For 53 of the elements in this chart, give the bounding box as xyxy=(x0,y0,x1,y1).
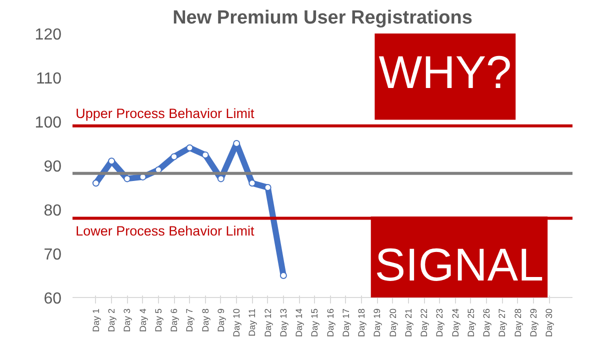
x-tick-label: Day 8 xyxy=(200,308,210,332)
point xyxy=(170,153,178,160)
x-tick-label: Day 2 xyxy=(106,308,117,332)
point xyxy=(202,151,209,158)
point xyxy=(233,140,240,147)
annotation: SIGNAL xyxy=(374,238,544,290)
x-tick-label: Day 12 xyxy=(262,308,273,338)
x-tick-label: Day 20 xyxy=(388,308,398,338)
x-tick-label: Day 14 xyxy=(294,308,304,338)
x-tick-label: Day 21 xyxy=(403,308,414,338)
point xyxy=(264,184,272,191)
x-tick-label: Day 4 xyxy=(138,308,148,332)
x-tick-label: Day 10 xyxy=(232,308,242,338)
y-tick-label: 80 xyxy=(44,202,62,220)
y-tick-label: 100 xyxy=(34,114,62,132)
x-tick-label: Day 9 xyxy=(216,308,226,332)
x-tick-label: Day 30 xyxy=(544,308,554,338)
y-tick-label: 60 xyxy=(44,290,62,308)
x-tick-label: Day 27 xyxy=(497,308,508,338)
x-tick-label: Day 23 xyxy=(434,308,445,338)
x-tick-label: Day 13 xyxy=(278,308,288,338)
y-tick-label: 90 xyxy=(44,158,62,176)
x-tick-label: Day 11 xyxy=(247,308,258,336)
ref-line-label: Lower Process Behavior Limit xyxy=(76,223,254,238)
x-tick-label: Day 17 xyxy=(340,308,351,338)
x-tick-label: Day 24 xyxy=(450,308,460,338)
x-tick-label: Day 25 xyxy=(466,308,476,338)
x-tick-label: Day 28 xyxy=(512,308,523,338)
y-tick-label: 110 xyxy=(36,70,62,88)
x-tick-label: Day 6 xyxy=(169,308,180,332)
x-tick-label: Day 15 xyxy=(310,308,320,338)
x-tick-label: Day 7 xyxy=(184,308,195,332)
x-tick-label: Day 16 xyxy=(325,308,336,338)
x-tick-label: Day 22 xyxy=(419,308,430,338)
annotation: WHY? xyxy=(378,46,512,98)
point xyxy=(92,180,100,187)
ref-line-label: Upper Process Behavior Limit xyxy=(76,106,254,121)
point xyxy=(280,272,287,279)
point xyxy=(248,180,256,187)
x-tick-label: Day 19 xyxy=(372,308,382,338)
x-tick-label: Day 3 xyxy=(122,308,132,332)
point xyxy=(108,158,116,165)
y-tick-label: 120 xyxy=(34,26,62,44)
x-tick-label: Day 1 xyxy=(90,308,101,332)
point xyxy=(217,175,224,182)
x-tick-label: Day 18 xyxy=(356,308,367,338)
x-tick-label: Day 26 xyxy=(482,308,492,338)
chart-title: New Premium User Registrations xyxy=(172,8,472,28)
x-tick-label: Day 29 xyxy=(528,308,538,338)
x-tick-label: Day 5 xyxy=(153,308,164,332)
point xyxy=(186,144,194,152)
point xyxy=(124,175,131,182)
y-tick-label: 70 xyxy=(44,246,62,264)
